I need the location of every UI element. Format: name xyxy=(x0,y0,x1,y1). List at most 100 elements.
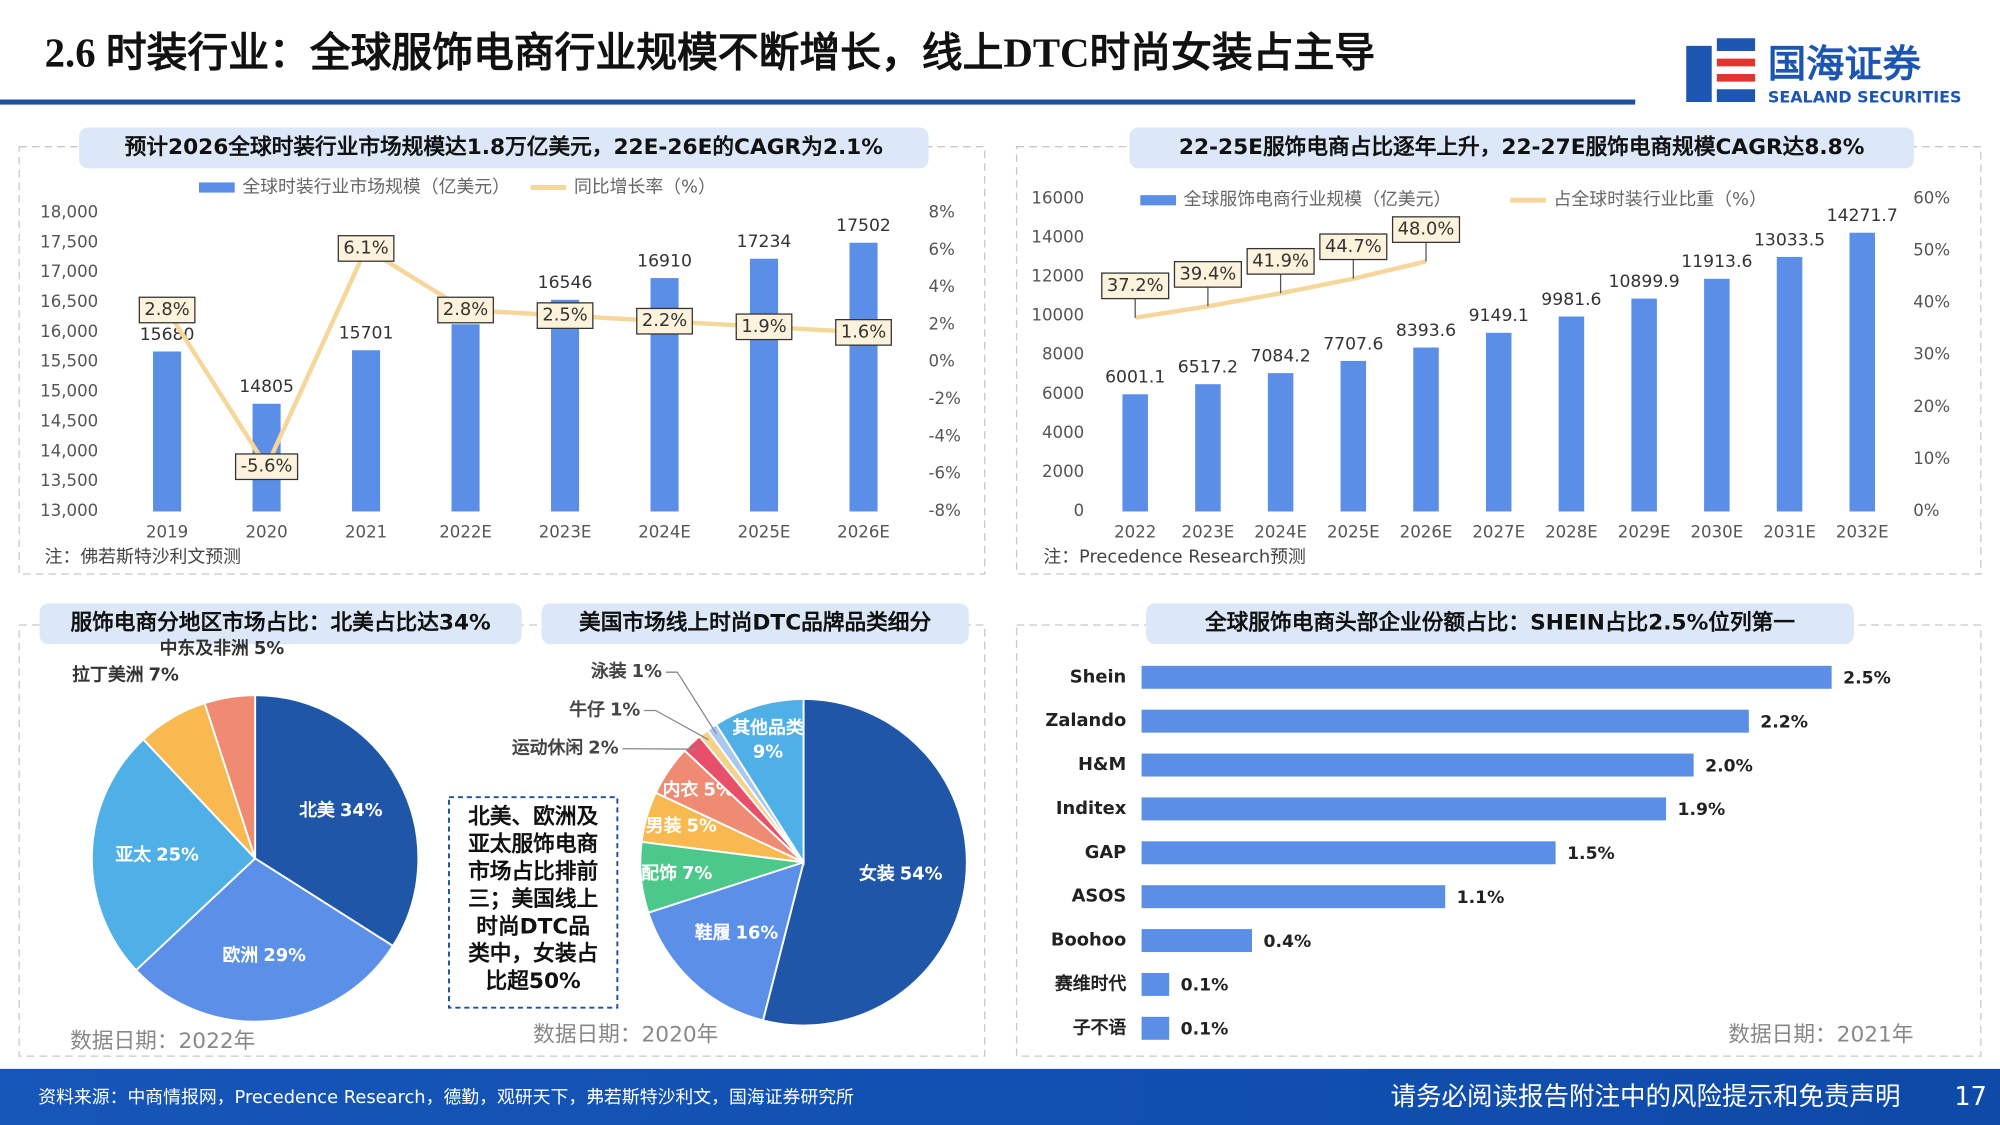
title-rule xyxy=(0,99,1636,105)
bar-value-label: 13033.5 xyxy=(1754,230,1825,250)
annotation-line: 亚太服饰电商 xyxy=(468,831,598,857)
annotation-line: 时尚DTC品 xyxy=(476,914,590,939)
slice-category: 其他品类 xyxy=(732,716,804,738)
x-tick-label: 2023E xyxy=(1182,523,1235,542)
x-tick-label: 2019 xyxy=(146,523,188,542)
slice-category: 牛仔 xyxy=(569,698,605,720)
y-tick-label: 14,000 xyxy=(40,441,98,460)
line-value-label: 41.9% xyxy=(1252,250,1309,271)
line-value-label: 37.2% xyxy=(1107,275,1164,296)
bar xyxy=(1267,373,1294,512)
y-tick-label: 16,000 xyxy=(40,322,98,341)
annotation-line: 市场占比排前 xyxy=(468,858,598,884)
y-tick-label: 10000 xyxy=(1031,306,1084,325)
slice-category: 运动休闲 xyxy=(512,737,583,759)
slice-value-label: 1% xyxy=(632,661,662,682)
y2-tick-label: 10% xyxy=(1913,449,1950,468)
x-tick-label: 2020 xyxy=(245,523,287,542)
chart-title: 预计2026全球时装行业市场规模达1.8万亿美元，22E-26E的CAGR为2.… xyxy=(125,134,884,160)
bar-value-label: 1.9% xyxy=(1677,800,1725,820)
slice-value-label: 2% xyxy=(588,738,618,759)
bar xyxy=(1141,972,1170,996)
bar xyxy=(1631,298,1657,512)
slice-category: 男装 xyxy=(646,815,682,837)
y2-tick-label: 8% xyxy=(929,203,955,222)
pie-slice xyxy=(714,698,805,866)
slice-label: 欧洲 29% xyxy=(223,944,307,966)
bar xyxy=(551,299,580,512)
x-tick-label: 2027E xyxy=(1472,523,1525,542)
y-category-label: Inditex xyxy=(1056,798,1127,819)
line-value-label: -5.6% xyxy=(241,456,293,477)
label-box xyxy=(835,319,892,346)
footer-disclaimer: 请务必阅读报告附注中的风险提示和免责声明 xyxy=(1390,1082,1900,1112)
y-tick-label: 2000 xyxy=(1042,462,1084,481)
y-category-label: ASOS xyxy=(1072,886,1127,907)
bar xyxy=(1141,885,1446,909)
line-value-label: 1.9% xyxy=(741,316,786,337)
x-tick-label: 2024E xyxy=(638,523,691,542)
x-tick-label: 2031E xyxy=(1763,523,1816,542)
annotation-line: 比超50% xyxy=(486,969,582,994)
x-tick-label: 2025E xyxy=(738,523,791,542)
slice-label: 牛仔 1% xyxy=(569,698,640,720)
x-tick-label: 2029E xyxy=(1618,523,1671,542)
x-tick-label: 2024E xyxy=(1254,523,1307,542)
chart-title-pill xyxy=(39,603,522,645)
label-box xyxy=(1101,272,1170,300)
bar xyxy=(1413,347,1439,512)
y2-tick-label: -4% xyxy=(929,426,961,445)
slice-label: 泳装 1% xyxy=(591,660,662,682)
y-category-label: Shein xyxy=(1070,666,1126,687)
chart-title-pill xyxy=(1129,127,1914,169)
slice-value-label: 5% xyxy=(254,638,284,659)
label-box xyxy=(1173,260,1242,288)
legend-label: 同比增长率（%） xyxy=(574,176,716,197)
line-value-label: 44.7% xyxy=(1325,236,1382,257)
y2-tick-label: 20% xyxy=(1913,397,1950,416)
y-tick-label: 13,000 xyxy=(40,501,98,520)
x-tick-label: 2022 xyxy=(1114,523,1156,542)
x-tick-label: 2022E xyxy=(439,523,492,542)
bar-value-label: 6001.1 xyxy=(1105,368,1165,388)
bar xyxy=(1141,753,1694,777)
slice-value-label: 7% xyxy=(149,665,179,686)
x-tick-label: 2025E xyxy=(1327,523,1380,542)
y2-tick-label: 4% xyxy=(929,277,955,296)
line-value-label: 6.1% xyxy=(343,237,388,258)
bar-value-label: 16546 xyxy=(538,273,593,293)
bar-value-label: 7707.6 xyxy=(1323,334,1383,354)
bar-value-label: 2.5% xyxy=(1843,669,1891,689)
logo-subtext: SEALAND SECURITIES xyxy=(1768,88,1962,107)
slice-value-label: 16% xyxy=(736,923,779,944)
x-tick-label: 2023E xyxy=(539,523,592,542)
y-tick-label: 13,500 xyxy=(40,471,98,490)
slice-value-label: 25% xyxy=(156,844,199,865)
slice-label: 拉丁美洲 7% xyxy=(72,664,179,686)
bar xyxy=(1141,1016,1170,1040)
bar xyxy=(849,242,878,512)
label-box xyxy=(1319,233,1388,261)
y-category-label: 子不语 xyxy=(1073,1017,1127,1038)
label-box xyxy=(636,307,693,335)
y2-tick-label: -8% xyxy=(929,501,961,520)
x-tick-label: 2026E xyxy=(837,523,890,542)
annotation-line: 三；美国线上 xyxy=(468,886,598,912)
line-value-label: 48.0% xyxy=(1398,219,1455,240)
slice-value-label: 29% xyxy=(263,945,306,966)
y-category-label: 赛维时代 xyxy=(1054,972,1127,994)
y-tick-label: 14000 xyxy=(1031,228,1084,247)
annotation-line: 类中，女装占 xyxy=(468,941,598,967)
chart-title: 服饰电商分地区市场占比：北美占比达34% xyxy=(70,610,491,636)
y2-tick-label: 0% xyxy=(929,352,955,371)
bar-value-label: 1.5% xyxy=(1567,844,1615,864)
bar xyxy=(750,258,779,512)
slice-label: 北美 34% xyxy=(299,799,383,821)
bar xyxy=(352,350,381,512)
bar-value-label: 2.2% xyxy=(1760,712,1808,732)
slice-label: 中东及非洲 5% xyxy=(160,637,285,659)
line-value-label: 2.2% xyxy=(642,310,687,331)
y-tick-label: 17,500 xyxy=(40,232,98,251)
line-value-label: 2.5% xyxy=(542,305,587,326)
